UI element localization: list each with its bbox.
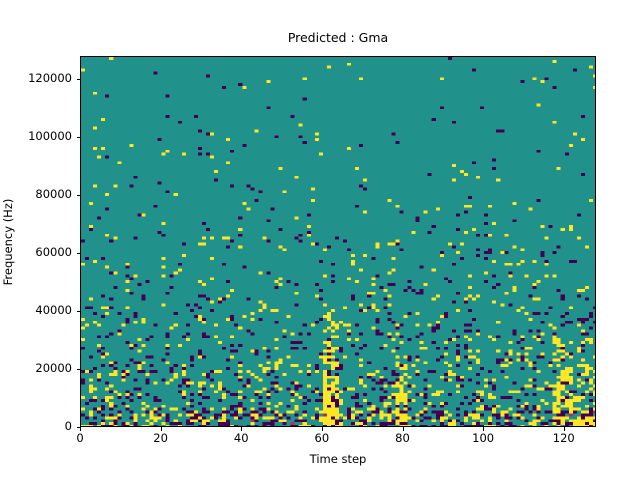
y-tick-label: 120000: [28, 71, 72, 86]
x-tick-label: 0: [76, 431, 84, 445]
x-tick-label: 60: [314, 431, 330, 445]
x-tick-label: 20: [153, 431, 168, 445]
y-tick-label: 60000: [35, 245, 72, 260]
page-title: Predicted : Gma: [287, 30, 389, 45]
x-tick-mark: [483, 427, 485, 431]
heatmap-plot-area: [80, 56, 596, 427]
y-tick-mark: [76, 311, 80, 313]
y-tick-label: 0: [64, 419, 72, 433]
y-tick-label: 40000: [35, 303, 72, 318]
y-tick-mark: [76, 137, 80, 139]
x-tick-label: 120: [552, 431, 575, 445]
x-tick-mark: [160, 427, 162, 431]
y-tick-label: 100000: [28, 129, 72, 144]
x-tick-mark: [80, 427, 81, 431]
y-tick-label: 80000: [35, 187, 72, 202]
x-tick-mark: [563, 427, 565, 431]
y-tick-mark: [76, 79, 80, 81]
x-tick-mark: [321, 427, 323, 431]
x-tick-mark: [241, 427, 243, 431]
x-tick-label: 100: [472, 431, 495, 445]
y-tick-mark: [76, 195, 80, 197]
y-tick-mark: [76, 427, 80, 428]
heatmap-image: [81, 57, 595, 426]
y-tick-label: 20000: [35, 361, 72, 376]
y-tick-mark: [76, 369, 80, 371]
x-tick-mark: [402, 427, 404, 431]
x-axis-label: Time step: [309, 452, 367, 466]
y-axis-label-wrapper: Frequency (Hz): [0, 56, 16, 427]
y-axis-label: Frequency (Hz): [1, 198, 15, 285]
x-tick-label: 80: [395, 431, 410, 445]
x-tick-label: 40: [233, 431, 249, 445]
y-tick-mark: [76, 253, 80, 255]
